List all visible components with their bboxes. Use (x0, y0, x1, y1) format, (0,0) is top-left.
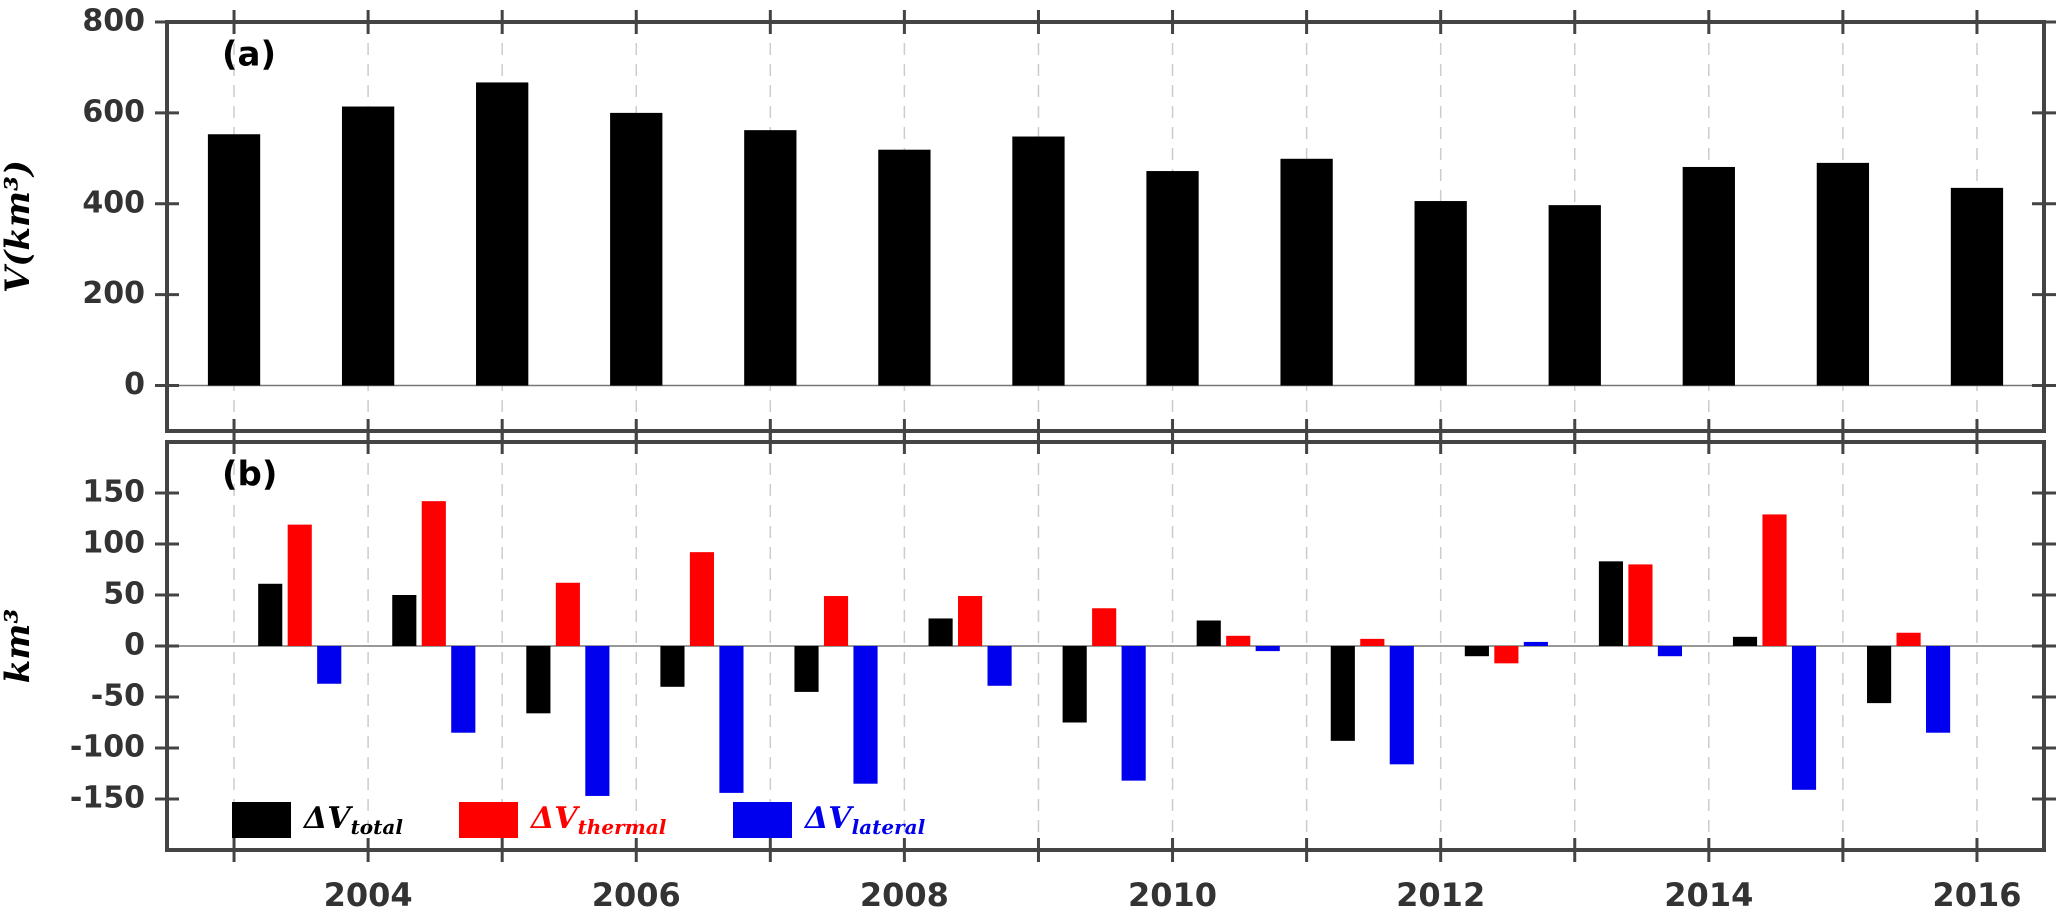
bar (1950, 187, 2004, 386)
bar (1791, 646, 1817, 790)
y-tick-label: 50 (103, 577, 145, 612)
legend-name: ΔV (803, 801, 854, 836)
bar (823, 596, 849, 646)
x-tick-label: 2004 (324, 876, 413, 914)
bar (1389, 646, 1414, 765)
bar (1196, 620, 1221, 646)
bar (392, 595, 417, 646)
bar (1146, 171, 1199, 386)
bar (1062, 646, 1087, 723)
legend-label: ΔVthermal (529, 801, 667, 839)
bar (1280, 158, 1333, 386)
bar (341, 106, 395, 386)
bar (287, 524, 312, 646)
bar (1926, 646, 1951, 733)
panel-label: (b) (222, 455, 277, 495)
legend-label: ΔVtotal (302, 801, 403, 839)
bar (555, 582, 580, 646)
bar (878, 149, 931, 386)
y-axis-label: km³ (0, 609, 38, 683)
x-tick-label: 2012 (1396, 876, 1485, 914)
legend-label: ΔVlateral (803, 801, 926, 839)
bar (476, 82, 529, 386)
bar (207, 134, 261, 386)
bar (1360, 638, 1385, 646)
bar (1896, 632, 1921, 646)
y-tick-label: -150 (70, 781, 145, 816)
y-axis-label: V(km³) (0, 160, 38, 293)
y-tick-label: -50 (91, 679, 145, 714)
x-tick-label: 2016 (1932, 876, 2021, 914)
x-tick-label: 2006 (592, 876, 681, 914)
bar (1732, 636, 1758, 646)
axes-frame (165, 440, 2046, 852)
bar (1598, 561, 1624, 646)
x-tick-label: 2014 (1664, 876, 1753, 914)
y-tick-label: 0 (124, 628, 145, 663)
bar (1414, 201, 1467, 386)
bar (853, 646, 878, 784)
bar (1867, 646, 1892, 704)
bar (1762, 514, 1787, 646)
bar (1628, 564, 1653, 646)
bar (1121, 646, 1146, 781)
legend-sub: lateral (852, 815, 926, 839)
bar (421, 501, 446, 646)
bar (610, 112, 663, 386)
bar (689, 552, 715, 646)
bar (1657, 646, 1683, 657)
bar (1255, 646, 1280, 652)
legend-name: ΔV (302, 801, 353, 836)
bar (744, 130, 797, 386)
x-tick-label: 2010 (1128, 876, 1217, 914)
bar (451, 646, 476, 733)
bar (1330, 646, 1355, 741)
axes-frame (165, 20, 2046, 433)
bar (958, 596, 983, 646)
bar (987, 646, 1012, 686)
y-tick-label: 0 (124, 367, 145, 402)
y-tick-label: 400 (82, 185, 145, 220)
y-tick-label: -100 (70, 730, 145, 765)
bar (794, 646, 819, 692)
panel-label: (a) (222, 35, 276, 75)
bar (1092, 608, 1117, 646)
x-tick-label: 2008 (860, 876, 949, 914)
bar (1816, 162, 1870, 386)
bar (1464, 646, 1489, 657)
legend-swatch (459, 802, 518, 838)
bar (1494, 646, 1519, 664)
y-tick-label: 100 (82, 526, 145, 561)
bar (258, 583, 283, 646)
bar (1523, 641, 1548, 646)
bar (317, 646, 342, 684)
bar (719, 646, 744, 793)
bar (928, 618, 953, 646)
legend-swatch (733, 802, 792, 838)
y-tick-label: 200 (82, 276, 145, 311)
bar (1012, 136, 1065, 386)
legend-sub: total (351, 815, 404, 839)
y-tick-label: 600 (82, 94, 145, 129)
legend-sub: thermal (578, 815, 667, 839)
bar (585, 646, 610, 796)
legend-name: ΔV (529, 801, 580, 836)
y-tick-label: 800 (82, 4, 145, 39)
legend-swatch (232, 802, 291, 838)
bar (1548, 205, 1601, 386)
bar (1682, 166, 1735, 386)
bar (660, 646, 685, 687)
bar (526, 646, 551, 714)
y-tick-label: 150 (82, 475, 145, 510)
bar (1226, 635, 1251, 646)
